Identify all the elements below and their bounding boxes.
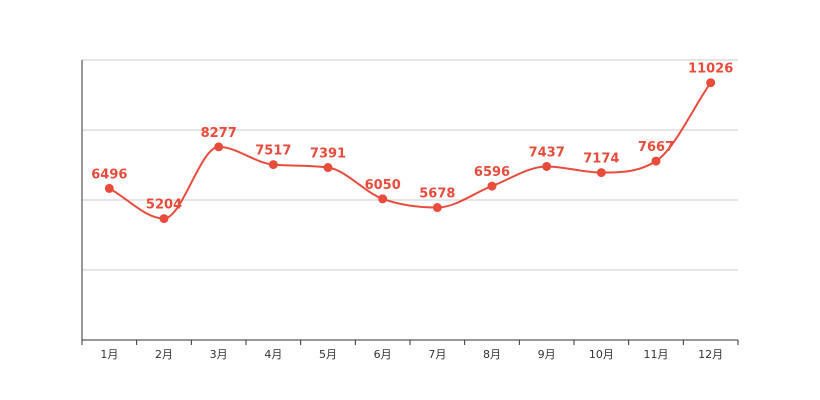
data-point bbox=[542, 161, 552, 171]
data-point bbox=[268, 160, 278, 170]
data-point bbox=[596, 168, 606, 178]
data-points bbox=[104, 78, 716, 224]
data-point bbox=[651, 156, 661, 166]
data-label: 5204 bbox=[146, 198, 182, 213]
data-label: 6596 bbox=[474, 165, 510, 180]
data-label: 6050 bbox=[365, 178, 401, 193]
data-point bbox=[214, 142, 224, 152]
x-tick-label: 12月 bbox=[698, 348, 723, 361]
data-point bbox=[706, 78, 716, 88]
data-label: 7517 bbox=[255, 144, 291, 159]
data-label: 7391 bbox=[310, 147, 346, 162]
data-label: 8277 bbox=[201, 126, 237, 141]
x-tick-label: 2月 bbox=[155, 348, 173, 361]
x-axis-ticks: 1月 2月 3月 4月 5月 6月 7月 8月 9月 10月 11月 12月 bbox=[81, 340, 739, 361]
data-label: 7667 bbox=[638, 140, 674, 155]
x-tick-label: 3月 bbox=[210, 348, 228, 361]
data-label: 5678 bbox=[419, 187, 455, 202]
x-tick-label: 7月 bbox=[428, 348, 446, 361]
data-point bbox=[104, 183, 114, 193]
x-tick-label: 11月 bbox=[644, 348, 669, 361]
data-point bbox=[159, 214, 169, 224]
data-label: 7437 bbox=[529, 145, 565, 160]
data-point bbox=[487, 181, 497, 191]
data-label: 7174 bbox=[583, 152, 619, 167]
x-tick-label: 5月 bbox=[319, 348, 337, 361]
x-tick-label: 9月 bbox=[538, 348, 556, 361]
data-label: 6496 bbox=[91, 167, 127, 182]
data-point bbox=[323, 163, 333, 173]
x-tick-label: 4月 bbox=[264, 348, 282, 361]
x-tick-label: 1月 bbox=[100, 348, 118, 361]
x-tick-label: 10月 bbox=[589, 348, 614, 361]
x-tick-label: 6月 bbox=[374, 348, 392, 361]
data-label: 11026 bbox=[688, 62, 733, 77]
data-point bbox=[432, 203, 442, 213]
data-point bbox=[378, 194, 388, 204]
series-line bbox=[108, 82, 712, 220]
data-labels: 6496 5204 8277 7517 7391 6050 5678 6596 7437 7174… bbox=[91, 62, 733, 213]
x-tick-label: 8月 bbox=[483, 348, 501, 361]
gridlines bbox=[82, 59, 738, 271]
